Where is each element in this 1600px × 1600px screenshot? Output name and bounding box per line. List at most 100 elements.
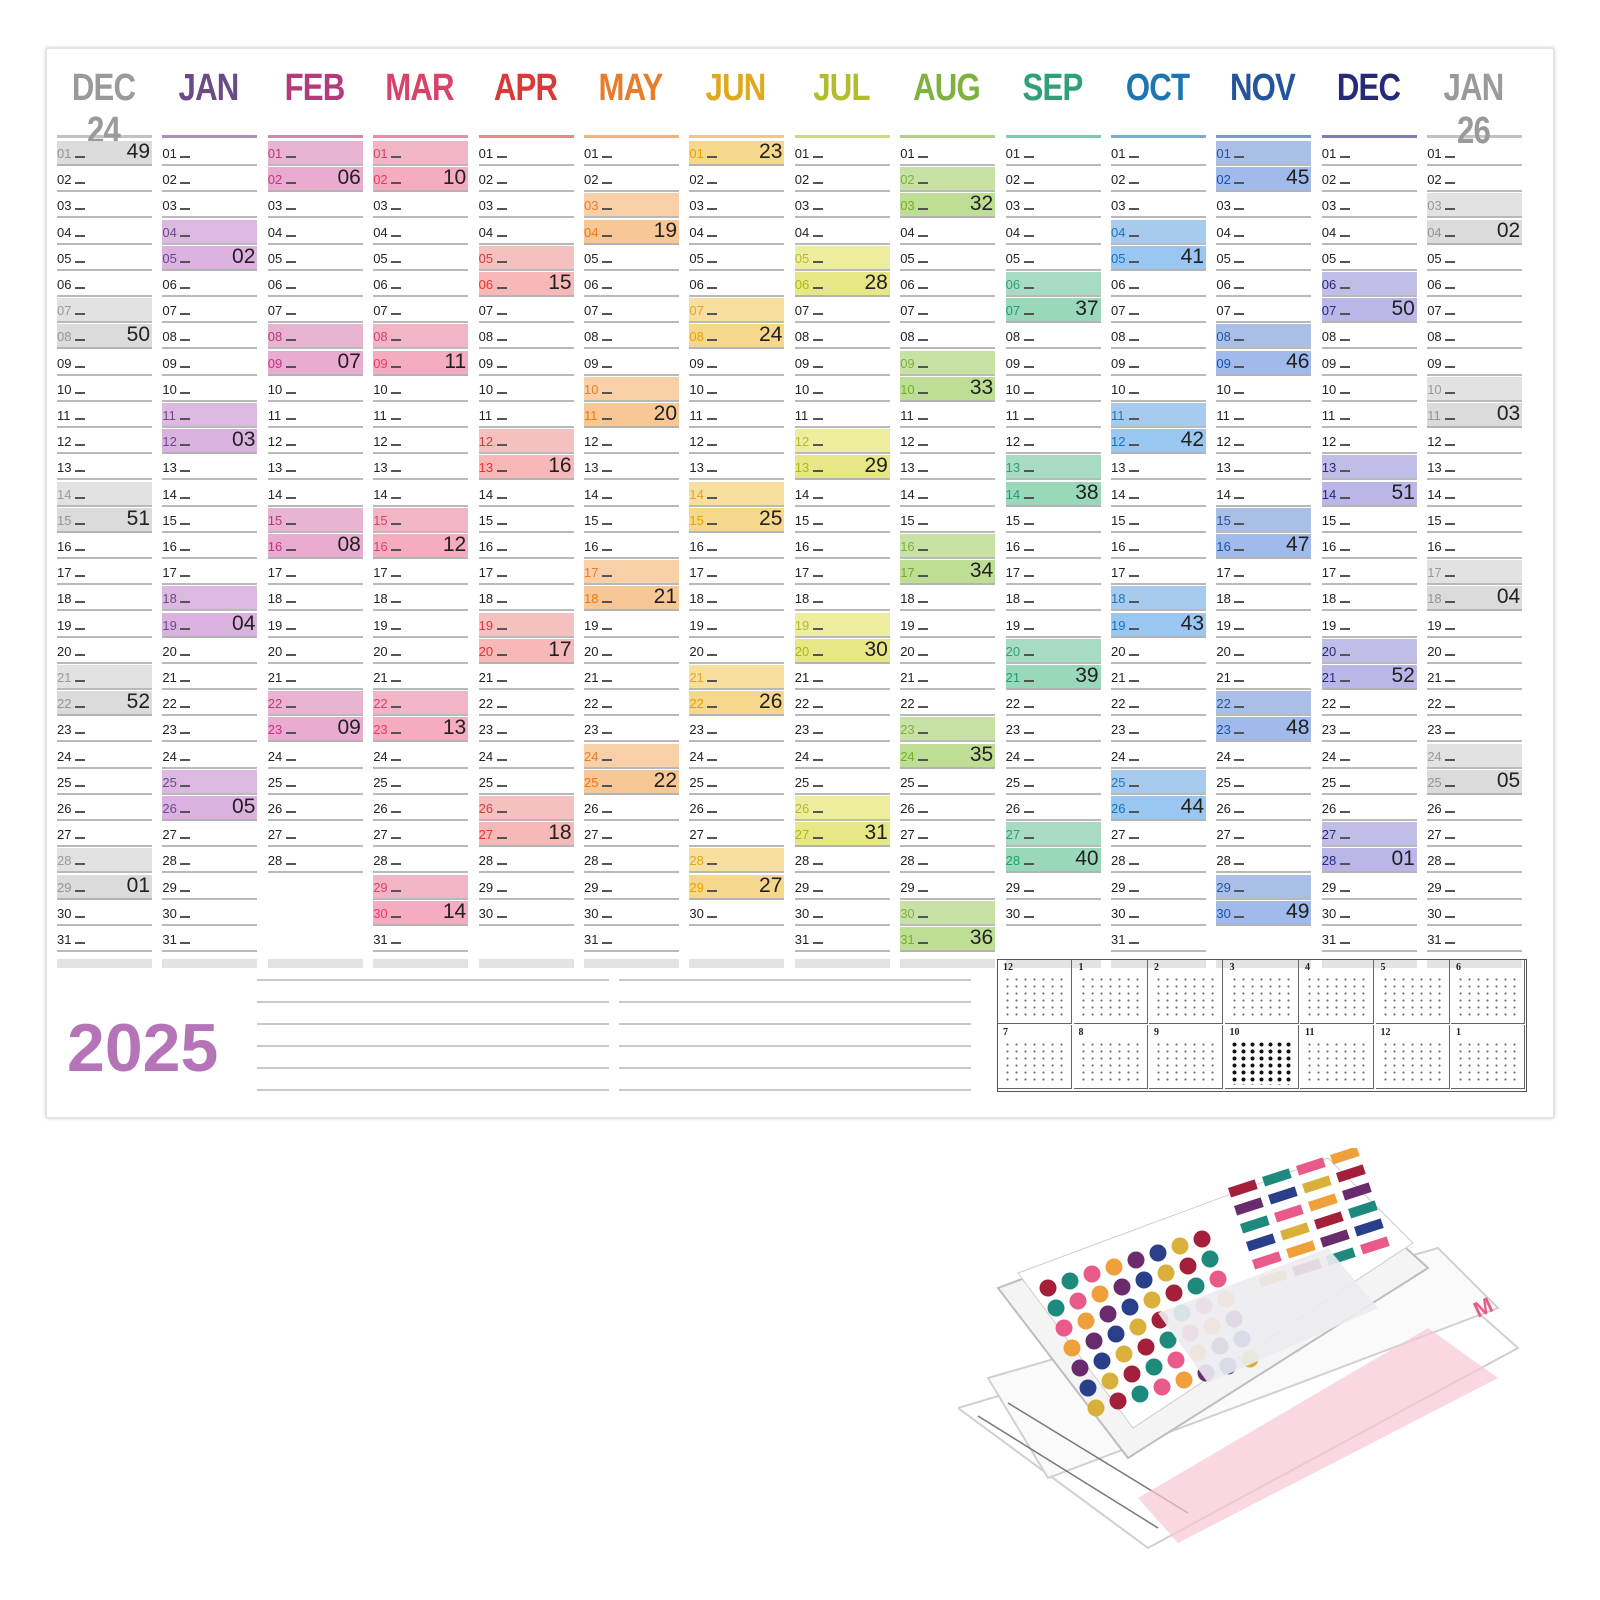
day-row[interactable]: 10 [373,377,469,402]
day-row[interactable]: 29 [900,875,996,900]
day-row[interactable]: 29 [1111,875,1206,900]
day-row[interactable]: 30 [1005,901,1101,926]
day-row[interactable]: 17 [1111,560,1206,586]
day-row[interactable]: 03 [1111,193,1206,219]
day-row[interactable]: 09 [794,351,890,376]
day-row[interactable]: 08 [267,324,363,350]
day-row[interactable]: 06 [373,272,469,297]
day-row[interactable]: 09 [162,351,258,376]
day-row[interactable]: 11 [1111,403,1206,428]
day-row[interactable]: 12 03 [162,428,258,455]
day-row[interactable]: 22 [1005,691,1101,717]
day-row[interactable]: 31 [57,927,152,952]
day-row[interactable]: 19 [267,613,363,638]
day-row[interactable]: 06 28 [794,271,890,297]
day-row[interactable]: 17 [162,560,258,586]
day-row[interactable]: 08 [900,324,996,350]
day-row[interactable]: 04 [57,220,152,245]
day-row[interactable]: 14 [1216,482,1312,507]
day-row[interactable]: 20 [373,639,469,664]
day-row[interactable]: 31 [584,927,679,952]
day-row[interactable]: 05 [1321,246,1417,271]
day-row[interactable]: 14 [1111,482,1206,507]
day-row[interactable]: 17 [1216,560,1312,586]
day-row[interactable]: 25 [1111,769,1206,795]
day-row[interactable]: 20 [1216,639,1312,664]
day-row[interactable]: 26 [478,796,574,821]
day-row[interactable]: 10 [1321,377,1417,402]
day-row[interactable]: 23 [57,717,152,743]
day-row[interactable]: 22 52 [57,690,152,717]
day-row[interactable]: 09 [1321,351,1417,376]
day-row[interactable]: 28 [900,848,996,874]
day-row[interactable]: 04 [267,220,363,245]
day-row[interactable]: 17 [373,560,469,586]
day-row[interactable]: 27 [162,822,258,848]
day-row[interactable]: 22 [373,691,469,717]
day-row[interactable]: 08 [478,324,574,350]
day-row[interactable]: 02 [1005,167,1101,193]
day-row[interactable]: 15 [478,508,574,533]
day-row[interactable]: 25 [373,770,469,795]
day-row[interactable]: 29 [1427,875,1523,900]
day-row[interactable]: 23 [478,717,574,743]
day-row[interactable]: 16 [1321,534,1417,559]
day-row[interactable]: 15 [267,507,363,533]
day-row[interactable]: 26 [1005,796,1101,821]
day-row[interactable]: 16 [478,534,574,559]
day-row[interactable]: 05 [794,245,890,271]
day-row[interactable]: 19 43 [1111,612,1206,638]
day-row[interactable]: 05 [1216,246,1312,271]
day-row[interactable]: 16 [1005,534,1101,559]
day-row[interactable]: 23 [1321,717,1417,743]
day-row[interactable]: 04 [689,220,785,245]
day-row[interactable]: 27 [57,822,152,848]
day-row[interactable]: 04 [1216,220,1312,245]
day-row[interactable]: 26 [1427,796,1523,821]
day-row[interactable]: 16 [900,534,996,559]
day-row[interactable]: 12 [794,429,890,455]
day-row[interactable]: 01 23 [689,140,785,166]
day-row[interactable]: 01 [373,141,469,166]
day-row[interactable]: 10 [162,377,258,402]
day-row[interactable]: 24 [1005,744,1101,769]
day-row[interactable]: 19 [1005,613,1101,638]
day-row[interactable]: 10 [1111,377,1206,402]
day-row[interactable]: 30 49 [1216,900,1312,926]
day-row[interactable]: 23 [584,717,679,743]
day-row[interactable]: 01 [1321,141,1417,166]
day-row[interactable]: 10 [689,377,785,402]
day-row[interactable]: 11 [1321,403,1417,428]
day-row[interactable]: 14 [900,482,996,507]
day-row[interactable]: 19 [1216,613,1312,638]
day-row[interactable]: 02 [584,167,679,193]
day-row[interactable]: 24 [794,744,890,769]
day-row[interactable]: 25 [1216,770,1312,795]
day-row[interactable]: 29 [478,875,574,900]
day-row[interactable]: 09 [689,351,785,376]
day-row[interactable]: 22 [478,691,574,717]
day-row[interactable]: 29 27 [689,874,785,900]
day-row[interactable]: 14 [162,482,258,507]
day-row[interactable]: 18 [1321,586,1417,612]
day-row[interactable]: 02 06 [267,166,363,193]
day-row[interactable]: 03 32 [900,192,996,219]
day-row[interactable]: 23 [1005,717,1101,743]
day-row[interactable]: 12 [478,429,574,455]
day-row[interactable]: 27 [1321,822,1417,848]
day-row[interactable]: 31 [1321,927,1417,952]
day-row[interactable]: 02 10 [373,166,469,193]
day-row[interactable]: 13 [162,455,258,481]
day-row[interactable]: 27 [1216,822,1312,848]
day-row[interactable]: 01 [584,141,679,166]
day-row[interactable]: 10 [1005,377,1101,402]
day-row[interactable]: 17 [478,560,574,586]
day-row[interactable]: 25 05 [1427,769,1523,795]
day-row[interactable]: 23 [1427,717,1523,743]
day-row[interactable]: 26 44 [1111,795,1206,821]
day-row[interactable]: 16 [1427,534,1523,559]
day-row[interactable]: 19 [689,613,785,638]
note-line[interactable] [257,979,609,981]
day-row[interactable]: 19 [584,613,679,638]
day-row[interactable]: 23 [1111,717,1206,743]
